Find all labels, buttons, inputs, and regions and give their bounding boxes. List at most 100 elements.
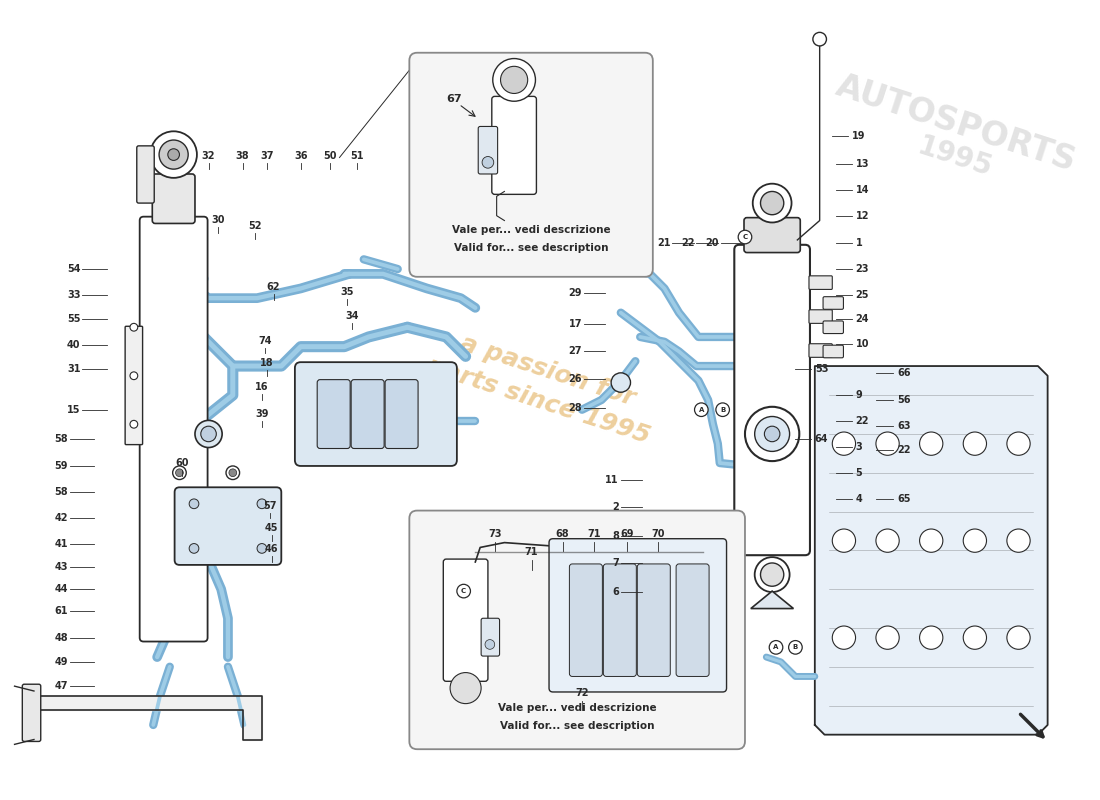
FancyBboxPatch shape bbox=[443, 559, 488, 682]
Text: 23: 23 bbox=[856, 264, 869, 274]
Circle shape bbox=[1006, 432, 1031, 455]
Text: 67: 67 bbox=[447, 94, 462, 104]
Circle shape bbox=[833, 529, 856, 552]
Circle shape bbox=[168, 149, 179, 161]
Circle shape bbox=[130, 372, 138, 380]
Circle shape bbox=[1006, 626, 1031, 650]
Circle shape bbox=[789, 641, 802, 654]
Text: 58: 58 bbox=[54, 487, 68, 497]
Text: 48: 48 bbox=[54, 633, 68, 642]
Text: 50: 50 bbox=[323, 151, 337, 162]
Text: 60: 60 bbox=[176, 458, 189, 468]
FancyBboxPatch shape bbox=[823, 297, 844, 310]
Text: 72: 72 bbox=[575, 688, 589, 698]
Text: a passion for
parts since 1995: a passion for parts since 1995 bbox=[424, 323, 663, 448]
Text: Vale per... vedi descrizione: Vale per... vedi descrizione bbox=[452, 226, 610, 235]
Text: 65: 65 bbox=[898, 494, 911, 504]
Text: 6: 6 bbox=[612, 587, 619, 597]
Text: 49: 49 bbox=[54, 657, 68, 667]
Text: C: C bbox=[742, 234, 748, 240]
Text: 32: 32 bbox=[201, 151, 216, 162]
FancyBboxPatch shape bbox=[570, 564, 603, 677]
Circle shape bbox=[176, 469, 184, 477]
Text: 33: 33 bbox=[67, 290, 80, 300]
FancyBboxPatch shape bbox=[385, 380, 418, 449]
Circle shape bbox=[151, 131, 197, 178]
Text: 20: 20 bbox=[705, 238, 718, 248]
FancyBboxPatch shape bbox=[125, 326, 143, 445]
Text: 28: 28 bbox=[569, 402, 582, 413]
Text: 47: 47 bbox=[54, 681, 68, 691]
FancyBboxPatch shape bbox=[808, 310, 833, 323]
Circle shape bbox=[195, 420, 222, 447]
Circle shape bbox=[813, 32, 826, 46]
Polygon shape bbox=[751, 591, 793, 609]
Text: 24: 24 bbox=[856, 314, 869, 325]
Text: 13: 13 bbox=[856, 159, 869, 170]
Circle shape bbox=[694, 403, 708, 417]
Text: 69: 69 bbox=[620, 529, 634, 539]
FancyBboxPatch shape bbox=[478, 126, 497, 174]
Text: 22: 22 bbox=[681, 238, 694, 248]
Circle shape bbox=[764, 426, 780, 442]
Text: B: B bbox=[720, 406, 725, 413]
FancyBboxPatch shape bbox=[823, 345, 844, 358]
Text: 5: 5 bbox=[856, 468, 862, 478]
Circle shape bbox=[920, 432, 943, 455]
Text: 2: 2 bbox=[612, 502, 619, 512]
FancyBboxPatch shape bbox=[549, 538, 726, 692]
FancyBboxPatch shape bbox=[637, 564, 670, 677]
Polygon shape bbox=[815, 366, 1047, 734]
Text: 62: 62 bbox=[267, 282, 280, 292]
Circle shape bbox=[173, 466, 186, 479]
Text: 29: 29 bbox=[569, 288, 582, 298]
Circle shape bbox=[760, 191, 784, 214]
FancyBboxPatch shape bbox=[604, 564, 636, 677]
Circle shape bbox=[738, 230, 751, 244]
Text: 71: 71 bbox=[525, 547, 538, 558]
Text: 59: 59 bbox=[54, 461, 68, 471]
Text: 46: 46 bbox=[265, 544, 278, 554]
Text: B: B bbox=[793, 644, 798, 650]
Text: 1: 1 bbox=[856, 238, 862, 248]
Text: 52: 52 bbox=[249, 222, 262, 231]
Circle shape bbox=[760, 563, 784, 586]
FancyBboxPatch shape bbox=[317, 380, 350, 449]
FancyBboxPatch shape bbox=[735, 245, 810, 555]
Text: 27: 27 bbox=[569, 346, 582, 357]
FancyBboxPatch shape bbox=[676, 564, 710, 677]
Text: 40: 40 bbox=[67, 340, 80, 350]
Text: 22: 22 bbox=[856, 416, 869, 426]
Text: 17: 17 bbox=[569, 319, 582, 330]
Text: 38: 38 bbox=[235, 151, 250, 162]
Circle shape bbox=[130, 420, 138, 428]
Text: 55: 55 bbox=[67, 314, 80, 325]
Text: 25: 25 bbox=[856, 290, 869, 300]
Circle shape bbox=[493, 58, 536, 102]
Text: 70: 70 bbox=[651, 529, 664, 539]
Text: 44: 44 bbox=[54, 584, 68, 594]
Text: 31: 31 bbox=[67, 364, 80, 374]
Text: 26: 26 bbox=[569, 374, 582, 384]
Text: 1995: 1995 bbox=[914, 132, 997, 182]
Circle shape bbox=[755, 557, 790, 592]
Circle shape bbox=[876, 529, 899, 552]
Circle shape bbox=[130, 323, 138, 331]
Circle shape bbox=[189, 543, 199, 554]
Text: Valid for... see description: Valid for... see description bbox=[499, 721, 654, 731]
Text: 12: 12 bbox=[856, 210, 869, 221]
Circle shape bbox=[1006, 529, 1031, 552]
Circle shape bbox=[876, 626, 899, 650]
Circle shape bbox=[716, 403, 729, 417]
Polygon shape bbox=[29, 696, 262, 739]
Text: 8: 8 bbox=[612, 531, 619, 541]
Text: C: C bbox=[461, 588, 466, 594]
Text: 73: 73 bbox=[488, 529, 502, 539]
FancyBboxPatch shape bbox=[823, 321, 844, 334]
Circle shape bbox=[920, 529, 943, 552]
Circle shape bbox=[482, 157, 494, 168]
Text: 11: 11 bbox=[605, 474, 619, 485]
Circle shape bbox=[201, 426, 217, 442]
Text: 16: 16 bbox=[255, 382, 268, 392]
Circle shape bbox=[456, 584, 471, 598]
